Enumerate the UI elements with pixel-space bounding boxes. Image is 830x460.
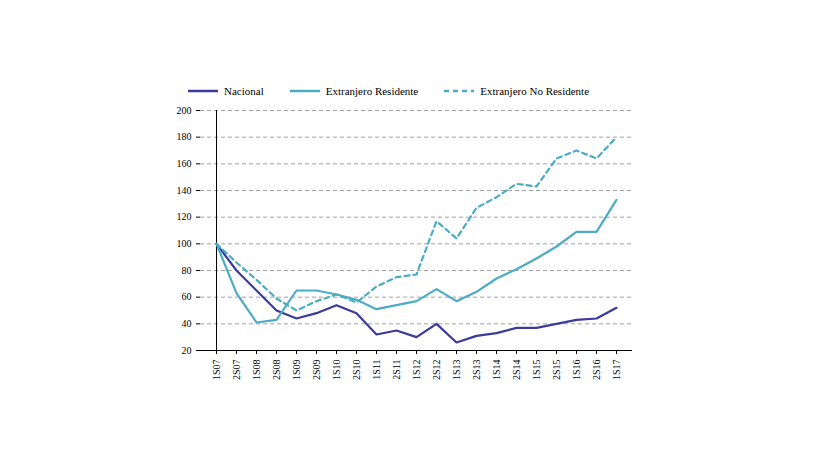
svg-text:2S13: 2S13 [471, 360, 482, 381]
html-text:Extranjero Residente: Extranjero Residente [325, 85, 419, 97]
svg-text:1S08: 1S08 [251, 360, 262, 381]
svg-text:40: 40 [182, 318, 192, 329]
svg-text:2S11: 2S11 [391, 360, 402, 380]
svg-text:120: 120 [177, 211, 192, 222]
svg-text:140: 140 [177, 185, 192, 196]
svg-text:1S16: 1S16 [571, 360, 582, 381]
svg-text:1S12: 1S12 [411, 360, 422, 381]
svg-text:2S09: 2S09 [311, 360, 322, 381]
svg-text:2S14: 2S14 [511, 360, 522, 381]
svg-text:2S07: 2S07 [231, 360, 242, 381]
svg-text:1S15: 1S15 [531, 360, 542, 381]
svg-text:160: 160 [177, 158, 192, 169]
svg-text:80: 80 [182, 265, 192, 276]
html-text:Nacional: Nacional [224, 85, 264, 97]
svg-text:60: 60 [182, 291, 192, 302]
svg-text:2S16: 2S16 [591, 360, 602, 381]
svg-text:1S14: 1S14 [491, 360, 502, 381]
svg-text:1S07: 1S07 [211, 360, 222, 381]
svg-text:1S17: 1S17 [611, 360, 622, 381]
svg-text:1S10: 1S10 [331, 360, 342, 381]
svg-text:1S13: 1S13 [451, 360, 462, 381]
svg-text:1S11: 1S11 [371, 360, 382, 380]
html-text:Extranjero No Residente: Extranjero No Residente [480, 85, 589, 97]
svg-text:180: 180 [177, 131, 192, 142]
svg-text:2S08: 2S08 [271, 360, 282, 381]
svg-text:2S15: 2S15 [551, 360, 562, 381]
svg-text:20: 20 [182, 345, 192, 356]
svg-text:200: 200 [177, 105, 192, 116]
svg-text:1S09: 1S09 [291, 360, 302, 381]
svg-text:100: 100 [177, 238, 192, 249]
svg-text:2S10: 2S10 [351, 360, 362, 381]
svg-text:2S12: 2S12 [431, 360, 442, 381]
